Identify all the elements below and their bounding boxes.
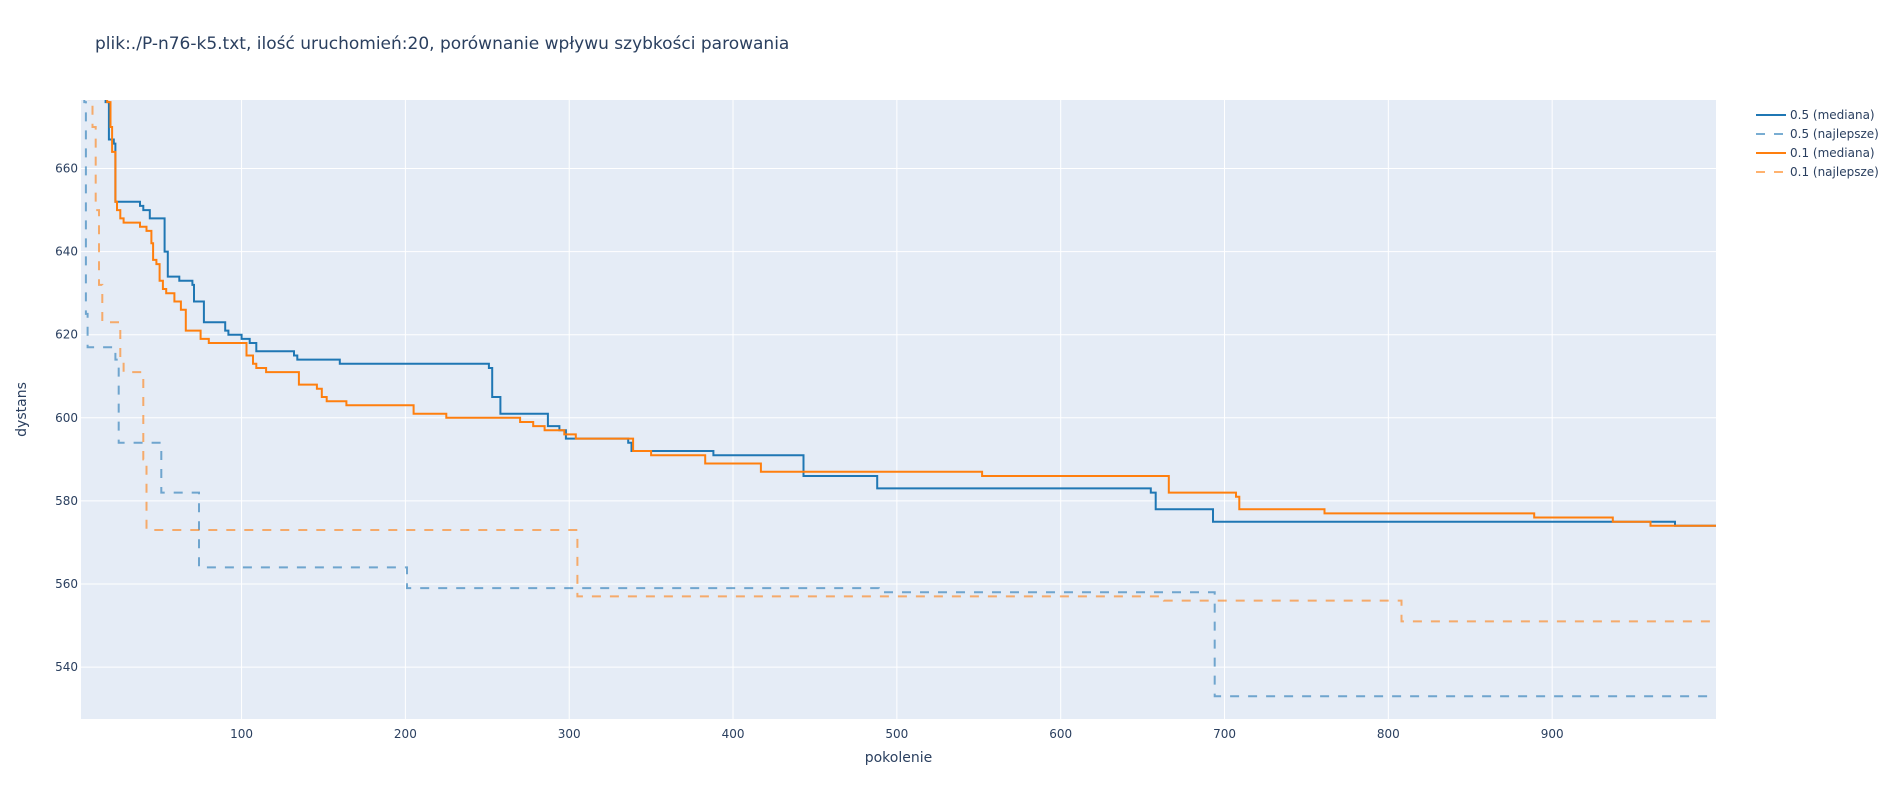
x-tick-label: 100 [230,727,253,741]
series-line-1[interactable] [81,0,1716,527]
x-tick-label: 800 [1377,727,1400,741]
legend-item-2[interactable]: 0.5 (najlepsze) [1756,127,1879,141]
x-tick-label: 200 [394,727,417,741]
y-tick-label: 580 [55,494,78,508]
plot-area [81,100,1716,719]
y-tick-label: 660 [55,162,78,176]
legend-item-4[interactable]: 0.1 (najlepsze) [1756,165,1879,179]
gridlines [81,100,1716,719]
series-line-4[interactable] [81,0,1716,623]
x-tick-label: 500 [885,727,908,741]
y-tick-label: 640 [55,245,78,259]
legend-item-1[interactable]: 0.5 (mediana) [1756,108,1875,122]
x-tick-label: 400 [722,727,745,741]
x-tick-label: 900 [1541,727,1564,741]
legend-label: 0.1 (najlepsze) [1790,165,1879,179]
x-axis-title: pokolenie [865,750,933,766]
y-axis-title: dystans [14,382,30,437]
legend-label: 0.5 (najlepsze) [1790,127,1879,141]
x-tick-label: 300 [558,727,581,741]
x-tick-label: 700 [1213,727,1236,741]
legend[interactable]: 0.5 (mediana) 0.5 (najlepsze) 0.1 (mediana… [1756,108,1879,179]
y-tick-label: 560 [55,577,78,591]
y-tick-label: 600 [55,411,78,425]
legend-label: 0.5 (mediana) [1790,108,1875,122]
y-axis-ticks: 540 560 580 600 620 640 660 [55,162,78,675]
legend-item-3[interactable]: 0.1 (mediana) [1756,146,1875,160]
x-axis-ticks: 100 200 300 400 500 600 700 800 900 [230,727,1564,741]
y-tick-label: 620 [55,328,78,342]
series-layer [81,0,1716,698]
y-tick-label: 540 [55,660,78,674]
chart-title: plik:./P-n76-k5.txt, ilość uruchomień:20… [95,34,789,54]
series-line-2[interactable] [81,0,1716,698]
legend-label: 0.1 (mediana) [1790,146,1875,160]
series-line-3[interactable] [81,0,1716,527]
x-tick-label: 600 [1049,727,1072,741]
